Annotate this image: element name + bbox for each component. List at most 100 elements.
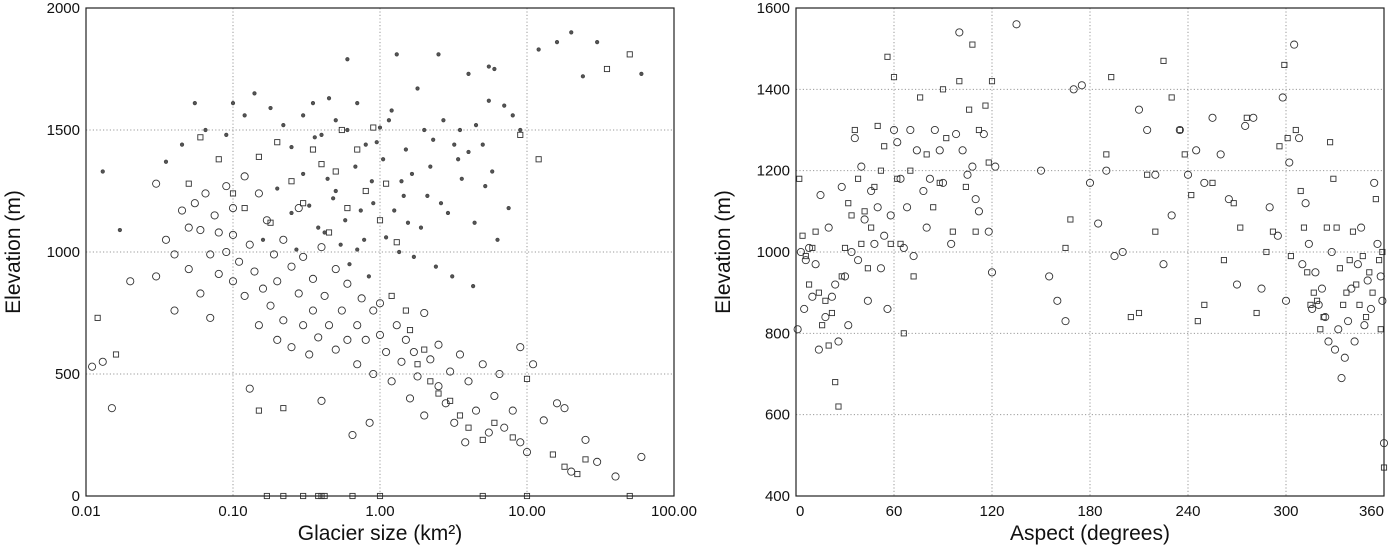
data-point-square: [806, 281, 813, 288]
data-point-square: [1168, 94, 1175, 101]
data-point-square: [868, 224, 875, 231]
data-point-circle: [1337, 374, 1346, 383]
data-point-dot: [322, 230, 327, 235]
data-point-square: [406, 327, 414, 334]
data-point-dot: [242, 113, 247, 118]
data-point-square: [962, 183, 969, 190]
data-point-square: [344, 205, 351, 212]
data-point-circle: [324, 321, 334, 330]
data-point-square: [447, 397, 454, 404]
data-point-square: [626, 51, 633, 58]
data-point-circle: [299, 321, 308, 330]
x-tick-label: 120: [979, 503, 1004, 520]
data-point-square: [835, 403, 842, 410]
data-point-circle: [925, 174, 934, 183]
data-point-circle: [331, 345, 340, 354]
data-point-circle: [387, 377, 396, 386]
data-point-dot: [386, 118, 392, 123]
data-point-circle: [484, 428, 493, 437]
tick-labels: 0 60 120 180 240 300 360 400 600 800 1000 1200 1400 1…: [757, 0, 1384, 520]
data-point-dot: [431, 137, 436, 142]
data-point-dot: [486, 64, 491, 69]
data-point-circle: [593, 457, 602, 466]
y-tick-label: 1200: [757, 163, 790, 180]
data-point-square: [1144, 171, 1151, 178]
data-point-dot: [580, 74, 585, 79]
data-point-square: [574, 470, 581, 478]
data-point-square: [1376, 257, 1383, 264]
data-point-circle: [214, 228, 223, 237]
data-point-circle: [1347, 284, 1356, 293]
data-point-square: [890, 74, 898, 81]
y-axis-label: Elevation (m): [2, 190, 25, 314]
data-point-dot: [338, 242, 343, 247]
data-point-square: [1343, 289, 1350, 296]
data-point-square: [561, 463, 568, 470]
data-point-circle: [254, 189, 263, 198]
data-point-square: [796, 175, 803, 182]
data-point-circle: [250, 267, 259, 276]
data-point-dot: [466, 71, 471, 76]
data-point-circle: [266, 301, 275, 310]
data-point-circle: [348, 430, 357, 440]
data-point-dot: [289, 144, 294, 150]
data-point-circle: [258, 284, 268, 293]
data-point-circle: [434, 340, 443, 349]
data-point-square: [917, 94, 924, 101]
data-point-circle: [1376, 272, 1385, 281]
data-point-dot: [480, 142, 485, 147]
y-tick-label: 400: [765, 488, 790, 505]
data-point-circle: [1143, 125, 1152, 135]
data-point-circle: [567, 467, 576, 476]
data-point-dot: [377, 125, 383, 130]
data-point-circle: [850, 134, 859, 143]
data-point-circle: [420, 308, 429, 318]
data-point-circle: [500, 423, 509, 432]
data-point-dot: [347, 262, 352, 267]
data-point-dot: [389, 108, 394, 113]
data-point-dot: [374, 140, 379, 145]
data-point-circle: [343, 335, 352, 344]
data-point-circle: [471, 406, 481, 415]
data-point-circle: [909, 252, 918, 261]
data-point-square: [799, 232, 806, 239]
data-point-square: [1369, 289, 1376, 296]
data-point-circle: [860, 215, 869, 224]
data-point-circle: [1241, 121, 1250, 130]
data-point-square: [832, 379, 839, 386]
data-point-dot: [452, 142, 457, 147]
data-point-circle: [317, 243, 326, 252]
data-point-dot: [411, 254, 416, 259]
data-point-circle: [984, 227, 993, 236]
data-point-dot: [425, 193, 430, 198]
data-point-circle: [831, 280, 840, 289]
data-point-dot: [369, 179, 374, 184]
x-tick-label: 0: [796, 503, 804, 520]
data-point-circle: [1334, 325, 1343, 334]
data-point-square: [229, 190, 237, 197]
data-point-circle: [331, 265, 340, 274]
data-point-dot: [450, 274, 455, 279]
x-tick-label: 60: [886, 503, 903, 520]
data-point-circle: [1069, 85, 1078, 94]
data-point-dot: [492, 66, 497, 72]
data-point-circle: [343, 279, 352, 288]
data-point-circle: [495, 369, 504, 379]
data-point-circle: [446, 367, 455, 376]
data-point-square: [325, 229, 333, 236]
data-point-square: [985, 159, 992, 166]
data-point-dot: [268, 105, 273, 111]
data-point-circle: [991, 162, 1000, 171]
data-point-circle: [299, 252, 308, 261]
data-point-circle: [539, 416, 548, 425]
data-point-circle: [1340, 353, 1349, 362]
y-tick-label: 500: [55, 366, 80, 383]
data-point-square: [828, 309, 835, 317]
data-point-circle: [308, 274, 318, 283]
data-point-circle: [919, 186, 928, 196]
data-point-dot: [281, 123, 286, 128]
data-point-square: [1284, 135, 1291, 142]
data-point-circle: [228, 204, 238, 213]
data-point-square: [1176, 126, 1183, 134]
